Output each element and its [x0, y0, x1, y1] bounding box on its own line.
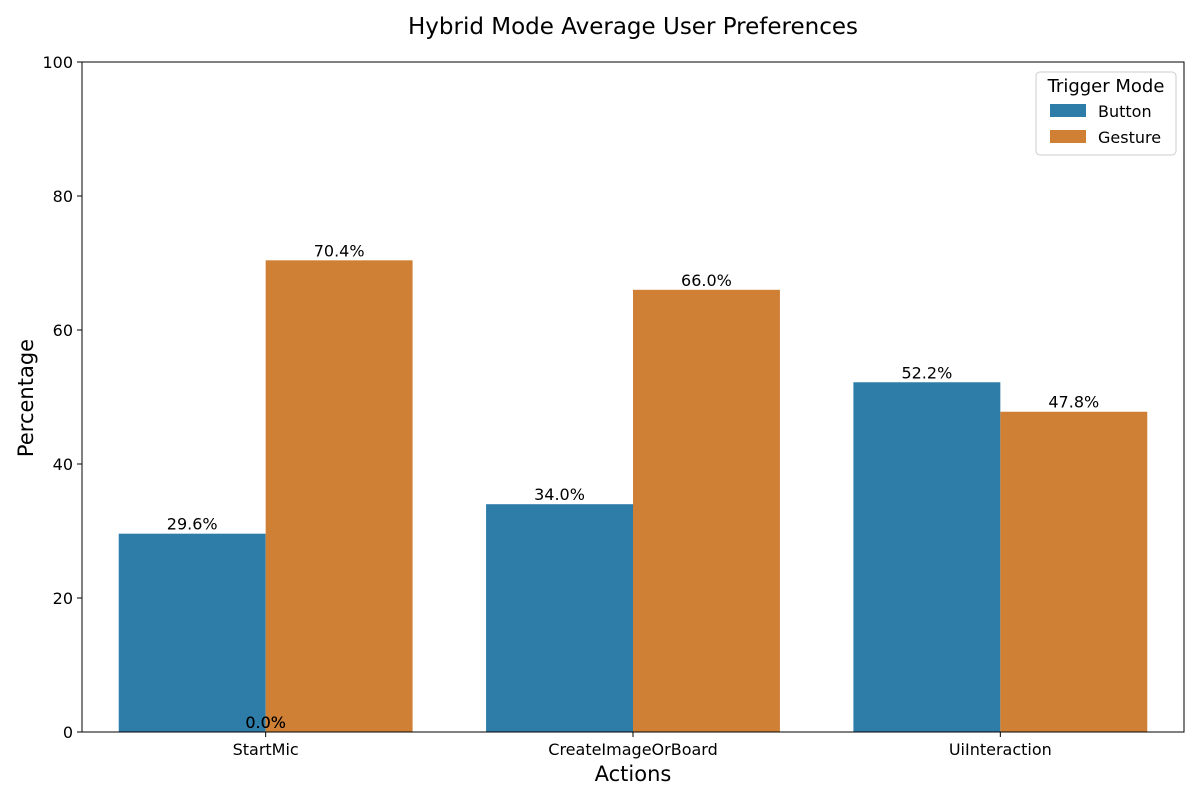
- bar-button-1: [486, 504, 633, 732]
- y-tick-label: 40: [53, 455, 73, 474]
- y-tick-label: 0: [63, 723, 73, 742]
- data-label: 70.4%: [314, 241, 365, 260]
- y-axis-label: Percentage: [14, 339, 38, 457]
- x-tick-label: StartMic: [233, 740, 299, 759]
- bar-gesture-2: [1000, 411, 1148, 732]
- bar-gesture-0: [265, 260, 413, 732]
- legend-swatch-gesture: [1050, 130, 1086, 143]
- data-label: 52.2%: [901, 363, 952, 382]
- bar-gesture-1: [633, 289, 780, 732]
- y-tick-label: 100: [42, 53, 73, 72]
- y-tick-label: 20: [53, 589, 73, 608]
- y-tick-label: 60: [53, 321, 73, 340]
- data-label: 47.8%: [1048, 393, 1099, 412]
- bar-button-0: [118, 533, 266, 732]
- x-tick-label: UiInteraction: [949, 740, 1052, 759]
- zero-data-label: 0.0%: [245, 713, 286, 732]
- legend: Trigger Mode Button Gesture: [1035, 71, 1177, 156]
- legend-swatch-button: [1050, 104, 1086, 117]
- bar-button-2: [853, 382, 1001, 732]
- plot-area: 29.6%34.0%52.2%70.4%66.0%47.8%0.0%0.0%02…: [42, 53, 1185, 759]
- legend-label-button: Button: [1098, 102, 1152, 121]
- x-axis-label: Actions: [595, 762, 672, 786]
- legend-entries: Button Gesture: [1050, 102, 1161, 147]
- legend-label-gesture: Gesture: [1098, 128, 1161, 147]
- x-tick-label: CreateImageOrBoard: [548, 740, 717, 759]
- y-tick-label: 80: [53, 187, 73, 206]
- data-label: 66.0%: [681, 271, 732, 290]
- chart-title: Hybrid Mode Average User Preferences: [408, 14, 858, 40]
- data-label: 34.0%: [534, 485, 585, 504]
- legend-title: Trigger Mode: [1047, 76, 1165, 97]
- data-label: 29.6%: [167, 515, 218, 534]
- zero-data-label: 0.0%: [245, 713, 286, 732]
